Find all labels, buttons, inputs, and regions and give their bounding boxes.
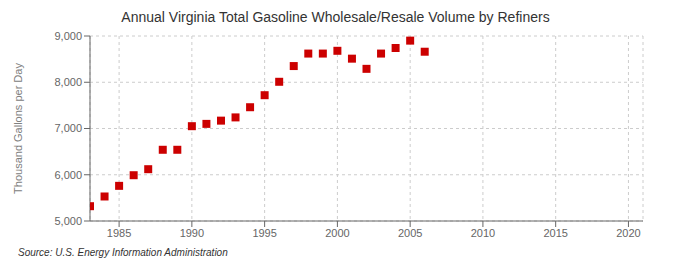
svg-text:1990: 1990: [180, 227, 204, 239]
svg-text:2010: 2010: [471, 227, 495, 239]
html-text:Annual Virginia Total Gasoline: Annual Virginia Total Gasoline Wholesale…: [121, 9, 550, 25]
html-text:Source: U.S. Energy Informatio: Source: U.S. Energy Information Administ…: [18, 247, 228, 258]
svg-text:7,000: 7,000: [54, 122, 82, 134]
svg-text:1985: 1985: [107, 227, 131, 239]
svg-text:2020: 2020: [616, 227, 640, 239]
svg-text:9,000: 9,000: [54, 30, 82, 42]
svg-text:6,000: 6,000: [54, 169, 82, 181]
svg-text:8,000: 8,000: [54, 76, 82, 88]
svg-text:Thousand Gallons per Day: Thousand Gallons per Day: [12, 63, 24, 194]
svg-text:2000: 2000: [325, 227, 349, 239]
svg-text:2005: 2005: [398, 227, 422, 239]
svg-text:5,000: 5,000: [54, 215, 82, 227]
svg-text:1995: 1995: [252, 227, 276, 239]
svg-text:2015: 2015: [543, 227, 567, 239]
